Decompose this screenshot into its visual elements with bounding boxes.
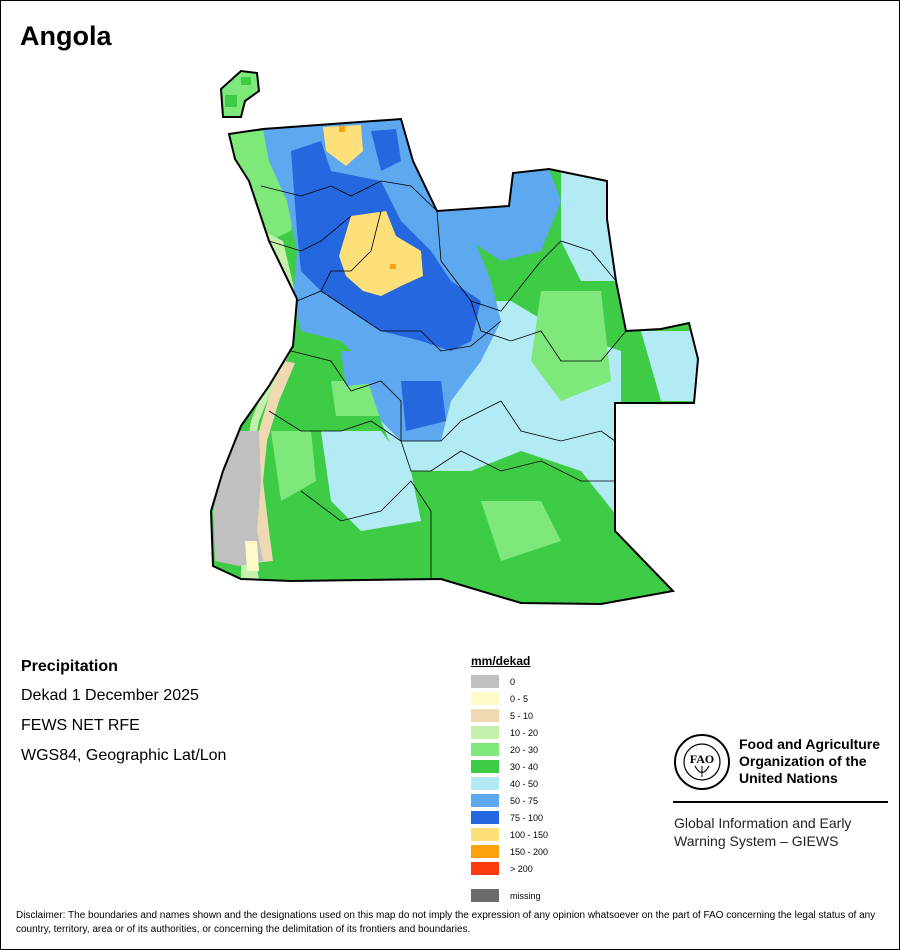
map-cell <box>341 351 396 386</box>
map-cell <box>641 331 698 401</box>
legend-row: 75 - 100 <box>471 809 548 826</box>
legend-label: 75 - 100 <box>510 812 544 823</box>
map-cell <box>245 541 259 571</box>
legend-label: 5 - 10 <box>510 710 534 721</box>
legend-classes: 0 0 - 5 5 - 10 10 - 20 20 - 30 30 - 40 40 - 50… <box>471 673 548 877</box>
giews-name: Global Information and Early Warning Sys… <box>674 814 851 850</box>
legend-row: 30 - 40 <box>471 758 548 775</box>
legend-swatch <box>471 726 499 739</box>
map-info: Precipitation Dekad 1 December 2025 FEWS… <box>21 658 226 777</box>
info-period: Dekad 1 December 2025 <box>21 687 199 704</box>
legend-row: 10 - 20 <box>471 724 548 741</box>
map-cell <box>437 169 561 261</box>
legend-row: 0 - 5 <box>471 690 548 707</box>
fao-logo-icon: FAO <box>674 734 730 790</box>
map-cell <box>339 126 345 132</box>
legend-row: > 200 <box>471 860 548 877</box>
map-cell <box>390 264 396 269</box>
legend-label: > 200 <box>510 863 533 874</box>
legend-swatch <box>471 760 499 773</box>
province-boundaries <box>260 180 627 579</box>
legend-label: 100 - 150 <box>510 829 549 840</box>
legend-label: 10 - 20 <box>510 727 539 738</box>
legend-label: 50 - 75 <box>510 795 539 806</box>
legend-row: 100 - 150 <box>471 826 548 843</box>
map-title: Angola <box>20 21 112 51</box>
legend-row: 20 - 30 <box>471 741 548 758</box>
giews-line1: Global Information and Early <box>674 815 852 831</box>
legend-label: 150 - 200 <box>510 846 549 857</box>
map-cell <box>323 125 363 166</box>
map-cell <box>481 501 561 561</box>
legend-swatch <box>471 794 499 807</box>
legend-row: 5 - 10 <box>471 707 548 724</box>
map-cell <box>321 431 421 531</box>
legend-swatch <box>471 692 499 705</box>
map-cell <box>371 129 401 171</box>
legend-row-missing: missing <box>471 887 548 904</box>
legend-swatch <box>471 889 499 902</box>
legend-swatch <box>471 709 499 722</box>
cabinda-region <box>219 69 261 118</box>
map-cell <box>271 431 316 501</box>
legend-label: 40 - 50 <box>510 778 539 789</box>
fao-name: Food and Agriculture Organization of the… <box>739 736 880 787</box>
legend: mm/dekad 0 0 - 5 5 - 10 10 - 20 20 - 30 30 - … <box>471 654 548 904</box>
info-projection: WGS84, Geographic Lat/Lon <box>21 747 227 764</box>
info-heading: Precipitation <box>21 658 118 675</box>
legend-row: 40 - 50 <box>471 775 548 792</box>
angola-outline <box>209 117 700 606</box>
map-cell <box>241 77 251 85</box>
fao-name-line2: Organization of the <box>739 753 867 769</box>
map-cell <box>531 291 611 401</box>
legend-swatch <box>471 743 499 756</box>
map-cell <box>401 381 446 431</box>
legend-label: 0 - 5 <box>510 693 529 704</box>
map-cell <box>251 361 295 563</box>
legend-swatch <box>471 675 499 688</box>
legend-swatch <box>471 862 499 875</box>
disclaimer: Disclaimer: The boundaries and names sho… <box>16 910 876 935</box>
map-cell <box>225 95 237 107</box>
legend-row: 0 <box>471 673 548 690</box>
giews-line2: Warning System – GIEWS <box>674 833 839 849</box>
divider <box>673 801 888 803</box>
rainfall-layer <box>211 119 698 604</box>
fao-name-line1: Food and Agriculture <box>739 736 881 752</box>
legend-swatch <box>471 777 499 790</box>
info-source: FEWS NET RFE <box>21 717 140 734</box>
precipitation-map <box>209 69 700 606</box>
fao-logo-letters: FAO <box>690 752 714 766</box>
legend-row: 50 - 75 <box>471 792 548 809</box>
legend-label: 20 - 30 <box>510 744 539 755</box>
legend-swatch <box>471 811 499 824</box>
legend-label: 30 - 40 <box>510 761 539 772</box>
fao-name-line3: United Nations <box>739 770 838 786</box>
map-cell <box>339 211 423 296</box>
legend-swatch <box>471 828 499 841</box>
legend-label: 0 <box>510 676 516 687</box>
map-cell <box>561 171 616 281</box>
legend-label: missing <box>510 890 541 901</box>
legend-row: 150 - 200 <box>471 843 548 860</box>
legend-title: mm/dekad <box>471 654 531 668</box>
legend-swatch <box>471 845 499 858</box>
